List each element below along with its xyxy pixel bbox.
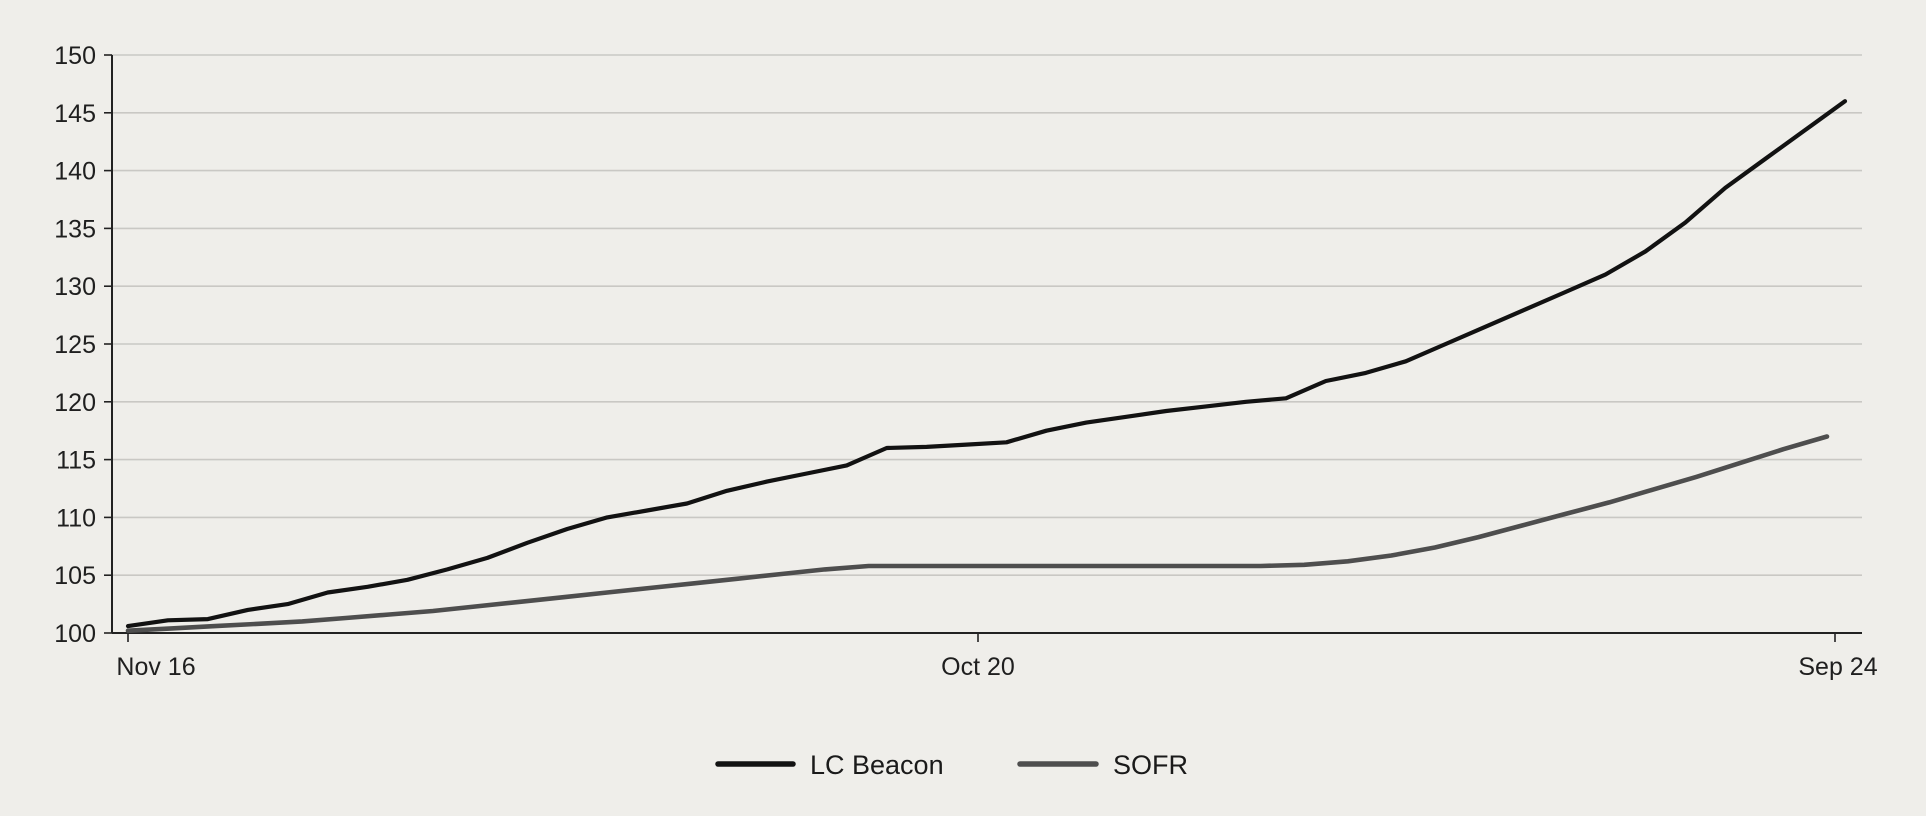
x-axis: Nov 16 Oct 20 Sep 24: [112, 632, 1878, 681]
x-tick-label: Oct 20: [941, 653, 1015, 681]
series-lines: [125, 99, 1848, 633]
y-axis: 100 105 110 115 120 125 130 135 140 145 150: [54, 42, 113, 648]
y-tick-label: 125: [54, 331, 96, 359]
y-tick-label: 135: [54, 215, 96, 243]
y-tick-label: 150: [54, 42, 96, 70]
y-tick-label: 105: [54, 562, 96, 590]
gridlines: [112, 54, 1862, 577]
y-tick-label: 120: [54, 389, 96, 417]
series-line-sofr: [125, 434, 1830, 633]
y-tick-label: 145: [54, 100, 96, 128]
y-tick-label: 140: [54, 158, 96, 186]
y-tick-label: 100: [54, 620, 96, 648]
y-tick-label: 110: [56, 504, 96, 532]
y-tick-label: 115: [56, 447, 96, 475]
y-tick-label: 130: [54, 273, 96, 301]
legend-label: SOFR: [1113, 750, 1188, 780]
x-tick-label: Nov 16: [116, 653, 195, 681]
legend-label: LC Beacon: [810, 750, 944, 780]
x-tick-label: Sep 24: [1798, 653, 1877, 681]
legend: LC Beacon SOFR: [715, 750, 1188, 780]
series-line-lc-beacon: [125, 99, 1848, 629]
